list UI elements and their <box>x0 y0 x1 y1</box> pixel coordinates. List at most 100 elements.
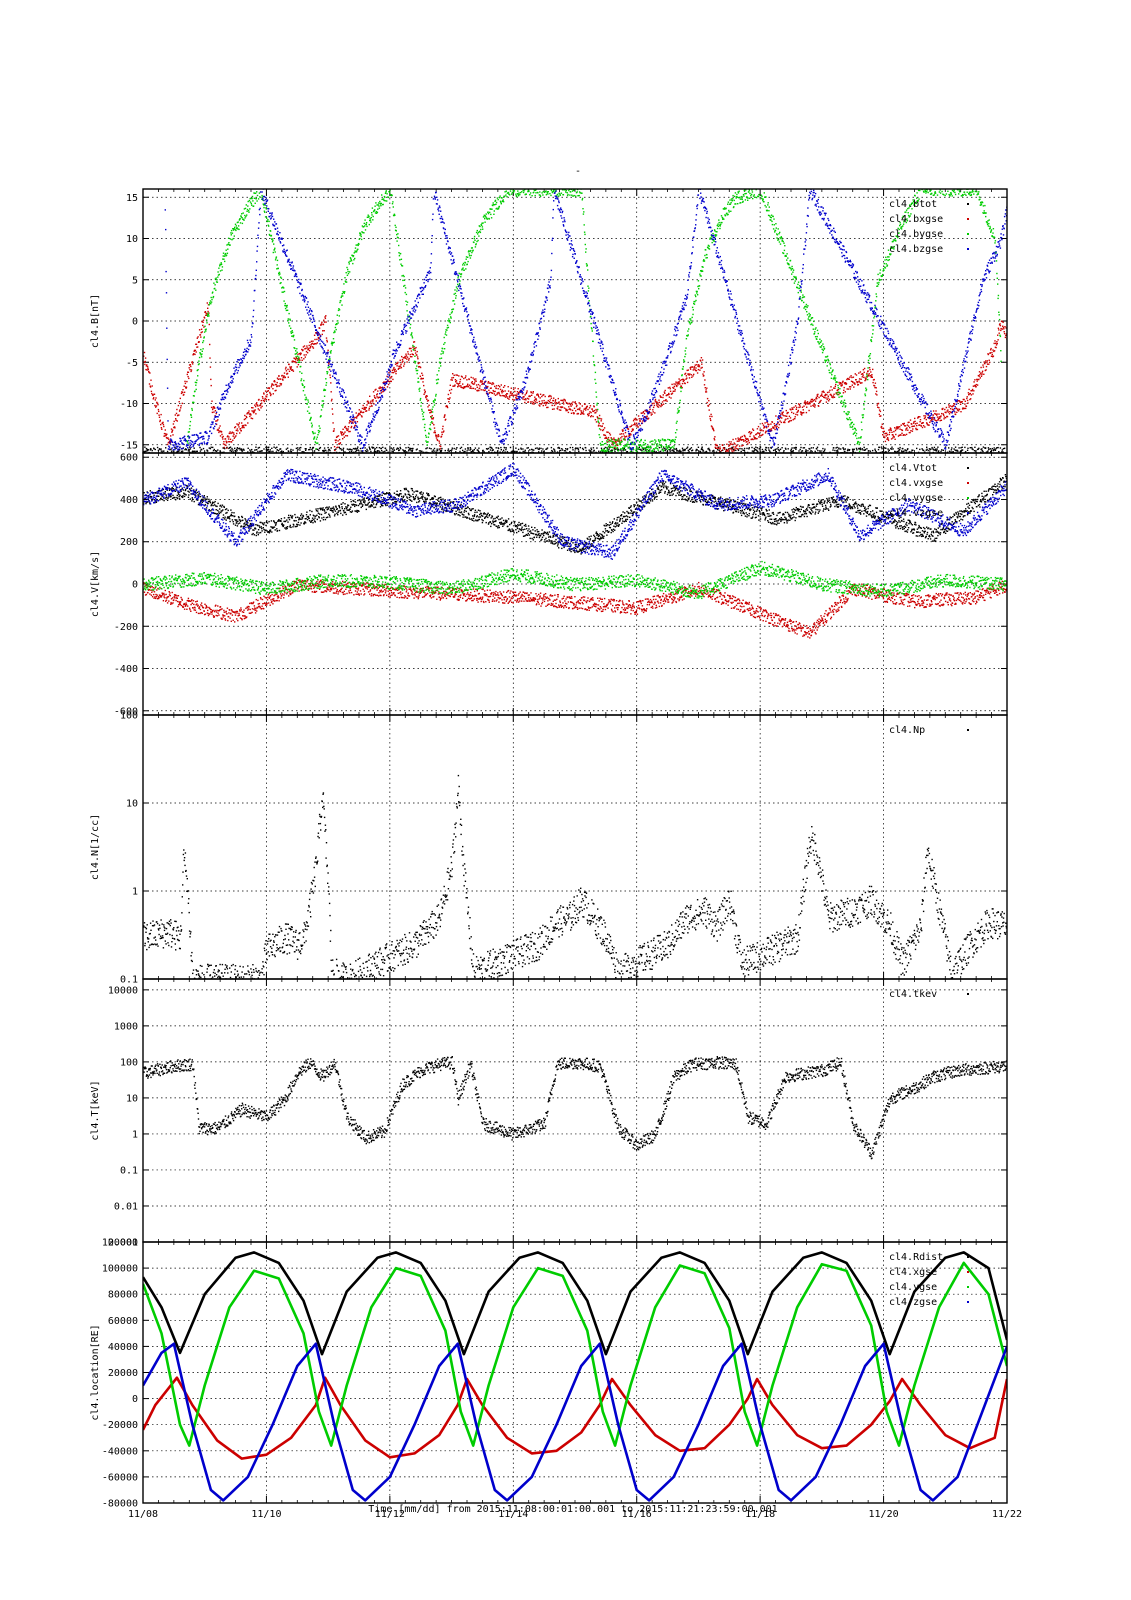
data-point <box>416 356 419 358</box>
data-point <box>321 457 322 458</box>
data-point <box>902 447 904 450</box>
data-point <box>590 411 592 414</box>
data-point <box>751 446 753 449</box>
data-point <box>488 451 490 453</box>
data-point <box>533 399 536 402</box>
data-point <box>259 404 261 407</box>
data-point <box>418 362 421 364</box>
data-point <box>863 371 865 373</box>
data-point <box>286 306 288 308</box>
data-point <box>211 411 214 414</box>
data-point <box>754 438 756 440</box>
data-point <box>794 447 796 449</box>
data-point <box>935 410 937 412</box>
data-point <box>236 423 238 425</box>
data-point <box>220 262 222 264</box>
data-point <box>960 411 962 413</box>
data-point <box>209 343 211 346</box>
data-point <box>608 448 610 451</box>
data-point <box>374 396 376 399</box>
data-point <box>299 353 301 356</box>
data-point <box>911 459 912 460</box>
data-point <box>572 412 575 414</box>
data-point <box>591 408 593 410</box>
data-point <box>643 413 646 415</box>
data-point <box>507 390 510 392</box>
data-point <box>149 386 152 388</box>
data-point <box>193 450 195 453</box>
data-point <box>977 374 980 377</box>
data-point <box>599 425 602 427</box>
data-point <box>738 445 741 447</box>
data-point <box>615 442 617 444</box>
data-point <box>281 374 283 377</box>
data-point <box>391 450 393 452</box>
data-point <box>383 454 384 455</box>
data-point <box>554 399 557 401</box>
data-point <box>368 407 370 410</box>
data-point <box>465 385 468 387</box>
data-point <box>220 431 223 433</box>
data-point <box>251 197 253 200</box>
data-point <box>733 442 735 444</box>
data-point <box>219 263 221 266</box>
data-point <box>322 449 325 452</box>
data-point <box>598 450 600 452</box>
data-point <box>581 447 584 450</box>
data-point <box>644 448 647 450</box>
data-point <box>939 419 941 422</box>
data-point <box>188 431 190 433</box>
data-point <box>797 410 799 413</box>
data-point <box>240 456 241 457</box>
data-point <box>196 369 198 372</box>
data-point <box>774 428 776 431</box>
data-point <box>829 389 831 392</box>
data-point <box>280 277 283 279</box>
data-point <box>337 435 340 437</box>
data-point <box>820 394 823 397</box>
data-point <box>746 447 748 450</box>
data-point <box>923 415 925 417</box>
data-point <box>178 450 180 452</box>
data-point <box>936 448 938 450</box>
data-point <box>146 450 148 452</box>
data-point <box>990 347 992 350</box>
data-point <box>626 459 627 460</box>
data-point <box>169 454 170 455</box>
data-point <box>298 352 301 355</box>
data-point <box>765 449 767 452</box>
data-point <box>594 419 597 421</box>
data-point <box>728 441 730 443</box>
data-point <box>221 436 224 439</box>
data-point <box>510 391 512 393</box>
data-point <box>194 381 197 384</box>
data-point <box>735 449 737 452</box>
data-point <box>936 416 939 418</box>
data-point <box>670 455 671 456</box>
data-point <box>323 388 325 391</box>
data-point <box>706 387 708 389</box>
data-point <box>156 402 159 404</box>
data-point <box>208 315 210 317</box>
data-point <box>277 267 279 270</box>
data-point <box>609 445 611 448</box>
data-point <box>297 353 299 355</box>
data-point <box>283 459 284 460</box>
data-point <box>547 399 549 402</box>
data-point <box>213 411 215 413</box>
data-point <box>727 458 728 459</box>
data-point <box>446 459 447 460</box>
data-point <box>804 403 807 406</box>
data-point <box>163 454 164 455</box>
data-point <box>455 451 457 453</box>
data-point <box>278 272 280 274</box>
data-point <box>706 401 708 404</box>
data-point <box>804 400 806 402</box>
data-point <box>785 448 787 450</box>
data-point <box>899 446 901 449</box>
data-point <box>928 448 931 450</box>
data-point <box>726 443 728 445</box>
data-point <box>1004 454 1005 455</box>
data-point <box>158 410 160 413</box>
data-point <box>249 415 251 418</box>
